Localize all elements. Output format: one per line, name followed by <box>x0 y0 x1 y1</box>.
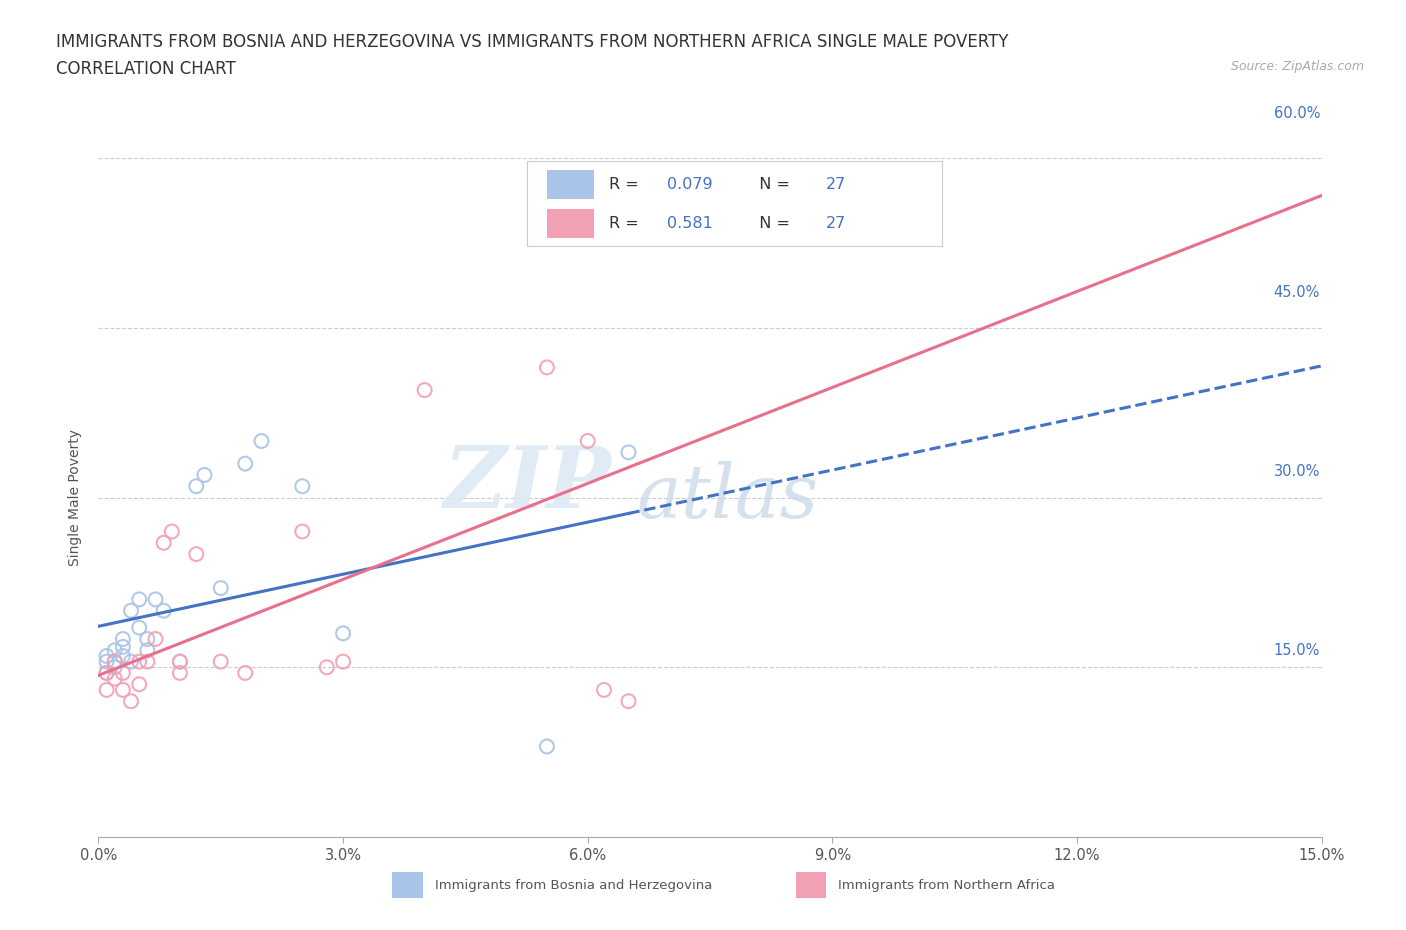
Point <box>222 510 245 525</box>
Point <box>186 647 209 662</box>
Point <box>172 635 194 650</box>
Point <box>186 630 209 644</box>
Bar <box>575 125 617 154</box>
Point <box>208 635 231 650</box>
Point <box>201 635 224 650</box>
Point <box>614 665 637 680</box>
Point <box>252 450 274 465</box>
Text: 27: 27 <box>824 173 845 188</box>
Point <box>172 647 194 662</box>
Point <box>637 415 659 430</box>
Text: ZIP: ZIP <box>465 414 633 497</box>
Point <box>194 635 217 650</box>
Point <box>252 522 274 537</box>
Text: IMMIGRANTS FROM BOSNIA AND HERZEGOVINA VS IMMIGRANTS FROM NORTHERN AFRICA SINGLE: IMMIGRANTS FROM BOSNIA AND HERZEGOVINA V… <box>56 33 1008 50</box>
Point <box>855 164 877 179</box>
Point <box>201 569 224 585</box>
Point <box>231 498 253 513</box>
Point <box>382 605 405 620</box>
Point <box>215 569 238 585</box>
Point <box>179 653 201 668</box>
Point <box>564 325 586 339</box>
Point <box>238 635 260 650</box>
Text: 0.581: 0.581 <box>682 173 728 188</box>
Text: Immigrants from Bosnia and Herzegovina: Immigrants from Bosnia and Herzegovina <box>475 872 752 885</box>
Point <box>600 403 623 418</box>
Point <box>179 623 201 638</box>
Point <box>179 635 201 650</box>
Point <box>456 349 478 364</box>
Y-axis label: Single Male Poverty: Single Male Poverty <box>69 401 83 538</box>
Point <box>172 665 194 680</box>
Point <box>208 611 231 626</box>
Point <box>172 630 194 644</box>
Point <box>564 724 586 739</box>
Point <box>186 665 209 680</box>
Text: R =: R = <box>630 173 665 188</box>
Point <box>179 635 201 650</box>
Point <box>295 647 318 662</box>
Point <box>215 611 238 626</box>
Point <box>238 647 260 662</box>
Point <box>346 450 368 465</box>
Text: Immigrants from Northern Africa: Immigrants from Northern Africa <box>835 872 1052 885</box>
Point <box>172 647 194 662</box>
Point <box>637 677 659 692</box>
Point <box>201 659 224 674</box>
Point <box>274 635 297 650</box>
Point <box>222 581 245 596</box>
Bar <box>437 865 464 892</box>
Point <box>382 635 405 650</box>
Text: R =: R = <box>630 132 665 147</box>
Text: 27: 27 <box>824 132 845 147</box>
Point <box>238 635 260 650</box>
Point <box>186 619 209 634</box>
Point <box>295 426 318 442</box>
Point <box>194 581 217 596</box>
Text: atlas: atlas <box>655 433 838 506</box>
Text: 0.079: 0.079 <box>682 132 728 147</box>
FancyBboxPatch shape <box>557 115 928 205</box>
Point <box>309 403 332 418</box>
Text: N =: N = <box>755 173 801 188</box>
Text: Source: ZipAtlas.com: Source: ZipAtlas.com <box>1230 60 1364 73</box>
Point <box>201 600 224 615</box>
Bar <box>797 865 824 892</box>
Point <box>186 611 209 626</box>
Bar <box>575 166 617 195</box>
Point <box>194 677 217 692</box>
Text: N =: N = <box>755 132 801 147</box>
Point <box>208 623 231 638</box>
Point <box>179 642 201 657</box>
Point <box>368 642 391 657</box>
Text: CORRELATION CHART: CORRELATION CHART <box>56 60 236 78</box>
Point <box>346 498 368 513</box>
Point <box>259 438 281 453</box>
Point <box>274 558 297 573</box>
